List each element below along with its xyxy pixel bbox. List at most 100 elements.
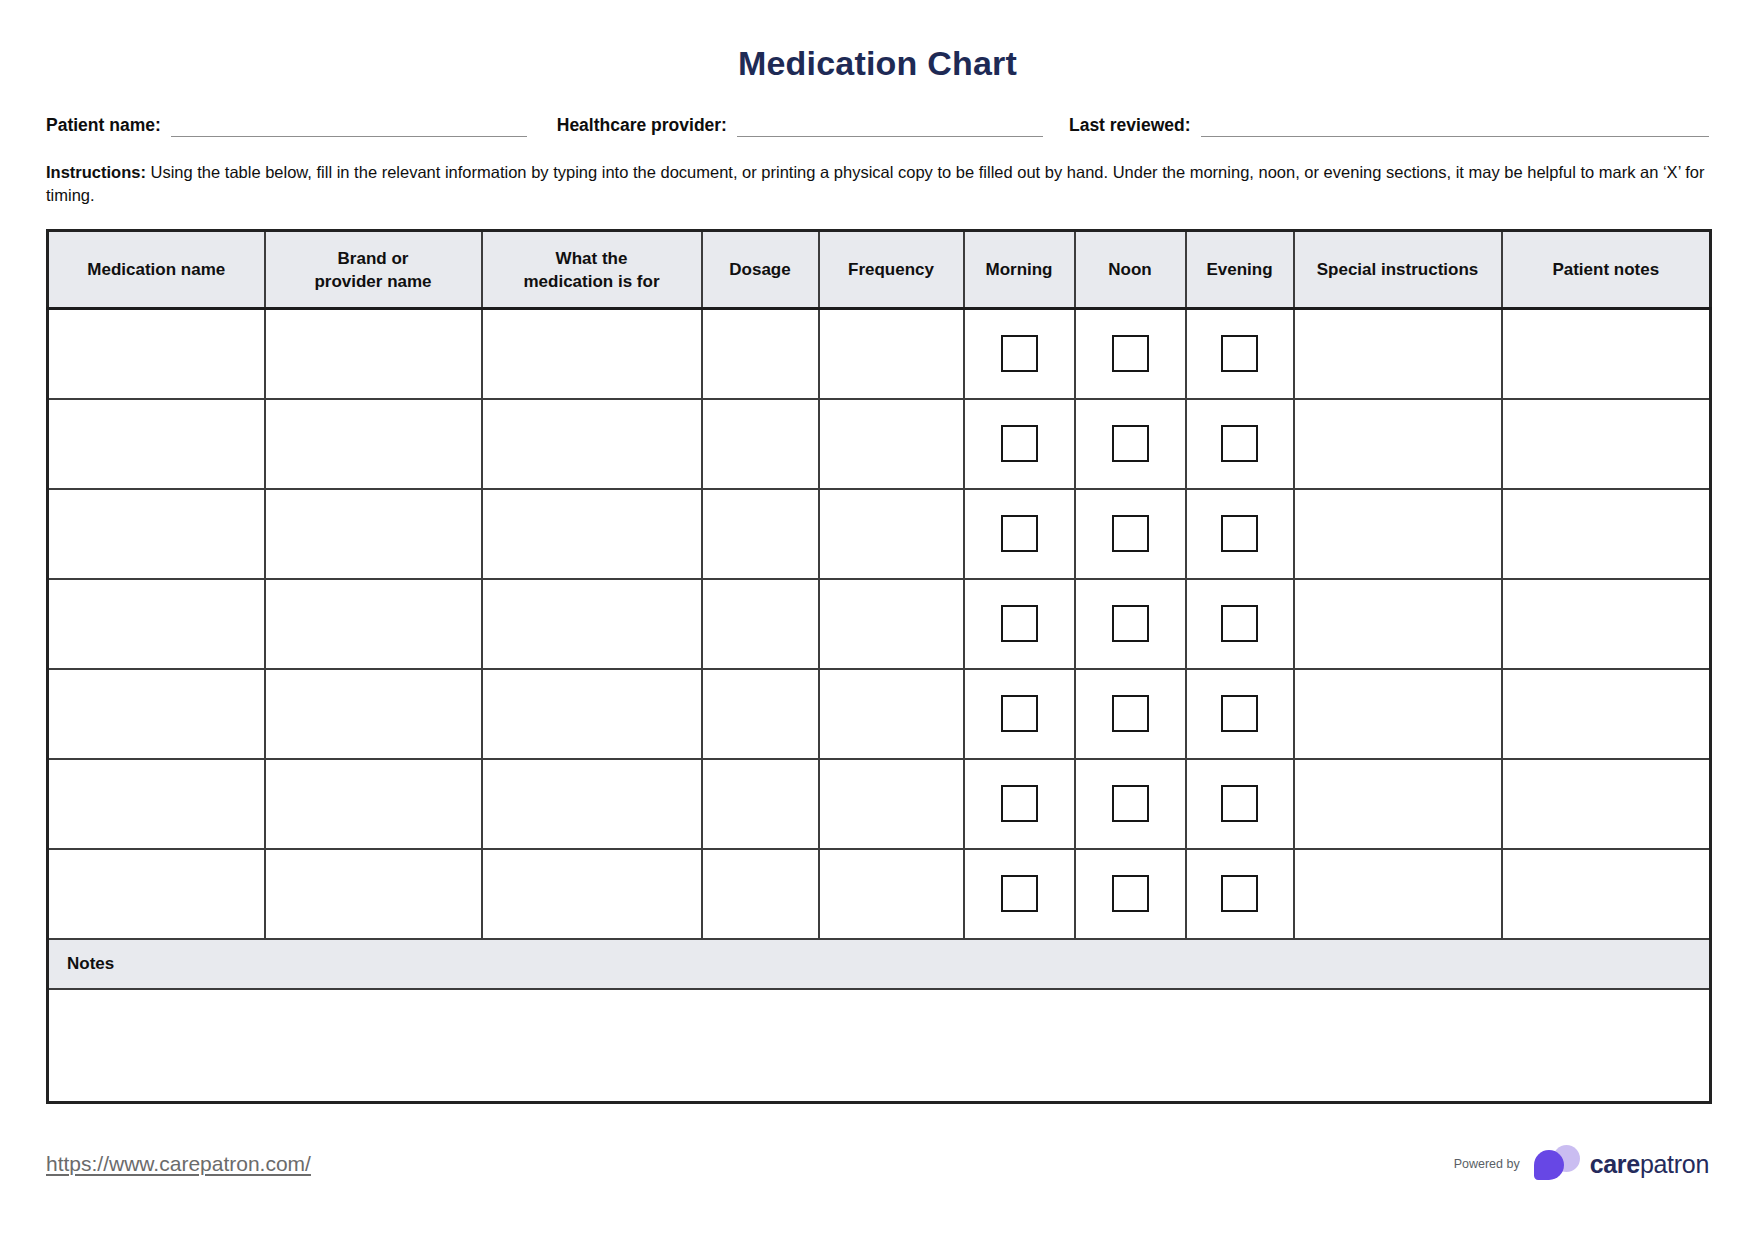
special-instructions-cell[interactable] bbox=[1294, 669, 1502, 759]
carepatron-url-link[interactable]: https://www.carepatron.com/ bbox=[46, 1152, 311, 1176]
morning-checkbox[interactable] bbox=[1001, 425, 1038, 462]
evening-checkbox[interactable] bbox=[1221, 515, 1258, 552]
medication-purpose-cell[interactable] bbox=[482, 669, 702, 759]
patient-notes-cell[interactable] bbox=[1502, 849, 1711, 939]
medication-name-cell[interactable] bbox=[48, 579, 265, 669]
healthcare-provider-label: Healthcare provider: bbox=[557, 113, 737, 137]
noon-checkbox[interactable] bbox=[1112, 875, 1149, 912]
medication-name-cell[interactable] bbox=[48, 399, 265, 489]
frequency-cell[interactable] bbox=[819, 849, 964, 939]
morning-checkbox[interactable] bbox=[1001, 695, 1038, 732]
frequency-cell[interactable] bbox=[819, 669, 964, 759]
table-row bbox=[48, 489, 1711, 579]
patient-notes-cell[interactable] bbox=[1502, 399, 1711, 489]
patient-notes-cell[interactable] bbox=[1502, 759, 1711, 849]
medication-purpose-cell[interactable] bbox=[482, 579, 702, 669]
dosage-cell[interactable] bbox=[702, 759, 819, 849]
morning-cell bbox=[964, 579, 1075, 669]
noon-cell bbox=[1075, 579, 1186, 669]
brand-name-cell[interactable] bbox=[265, 669, 482, 759]
morning-checkbox[interactable] bbox=[1001, 605, 1038, 642]
column-header-brand-provider-name: Brand or provider name bbox=[265, 231, 482, 309]
notes-label-row: Notes bbox=[48, 939, 1711, 989]
medication-purpose-cell[interactable] bbox=[482, 399, 702, 489]
frequency-cell[interactable] bbox=[819, 759, 964, 849]
special-instructions-cell[interactable] bbox=[1294, 309, 1502, 399]
special-instructions-cell[interactable] bbox=[1294, 579, 1502, 669]
header-fields: Patient name: Healthcare provider: Last … bbox=[46, 113, 1709, 137]
medication-purpose-cell[interactable] bbox=[482, 309, 702, 399]
dosage-cell[interactable] bbox=[702, 579, 819, 669]
evening-checkbox[interactable] bbox=[1221, 425, 1258, 462]
healthcare-provider-input-line[interactable] bbox=[737, 113, 1043, 137]
medication-purpose-cell[interactable] bbox=[482, 849, 702, 939]
brand-name-cell[interactable] bbox=[265, 489, 482, 579]
dosage-cell[interactable] bbox=[702, 309, 819, 399]
table-row bbox=[48, 399, 1711, 489]
special-instructions-cell[interactable] bbox=[1294, 759, 1502, 849]
morning-cell bbox=[964, 399, 1075, 489]
notes-label: Notes bbox=[48, 939, 1711, 989]
morning-checkbox[interactable] bbox=[1001, 515, 1038, 552]
noon-checkbox[interactable] bbox=[1112, 515, 1149, 552]
column-header-evening: Evening bbox=[1186, 231, 1294, 309]
dosage-cell[interactable] bbox=[702, 669, 819, 759]
morning-checkbox[interactable] bbox=[1001, 785, 1038, 822]
medication-name-cell[interactable] bbox=[48, 669, 265, 759]
brand-name-cell[interactable] bbox=[265, 759, 482, 849]
frequency-cell[interactable] bbox=[819, 309, 964, 399]
evening-checkbox[interactable] bbox=[1221, 695, 1258, 732]
instructions-body: Using the table below, fill in the relev… bbox=[46, 163, 1705, 204]
evening-checkbox[interactable] bbox=[1221, 605, 1258, 642]
brand-name-cell[interactable] bbox=[265, 849, 482, 939]
noon-checkbox[interactable] bbox=[1112, 425, 1149, 462]
medication-purpose-cell[interactable] bbox=[482, 759, 702, 849]
evening-cell bbox=[1186, 759, 1294, 849]
noon-cell bbox=[1075, 399, 1186, 489]
patient-name-input-line[interactable] bbox=[171, 113, 527, 137]
logo-purple-bubble-icon bbox=[1534, 1150, 1564, 1180]
column-header-noon: Noon bbox=[1075, 231, 1186, 309]
last-reviewed-input-line[interactable] bbox=[1201, 113, 1709, 137]
table-row bbox=[48, 669, 1711, 759]
frequency-cell[interactable] bbox=[819, 579, 964, 669]
medication-name-cell[interactable] bbox=[48, 759, 265, 849]
noon-cell bbox=[1075, 669, 1186, 759]
special-instructions-cell[interactable] bbox=[1294, 489, 1502, 579]
special-instructions-cell[interactable] bbox=[1294, 849, 1502, 939]
brand-name-cell[interactable] bbox=[265, 579, 482, 669]
table-row bbox=[48, 849, 1711, 939]
morning-checkbox[interactable] bbox=[1001, 875, 1038, 912]
noon-cell bbox=[1075, 489, 1186, 579]
dosage-cell[interactable] bbox=[702, 849, 819, 939]
medication-name-cell[interactable] bbox=[48, 489, 265, 579]
patient-notes-cell[interactable] bbox=[1502, 669, 1711, 759]
evening-checkbox[interactable] bbox=[1221, 335, 1258, 372]
noon-checkbox[interactable] bbox=[1112, 335, 1149, 372]
medication-name-cell[interactable] bbox=[48, 309, 265, 399]
evening-cell bbox=[1186, 669, 1294, 759]
medication-name-cell[interactable] bbox=[48, 849, 265, 939]
noon-checkbox[interactable] bbox=[1112, 785, 1149, 822]
notes-input-area[interactable] bbox=[48, 989, 1711, 1103]
morning-checkbox[interactable] bbox=[1001, 335, 1038, 372]
noon-checkbox[interactable] bbox=[1112, 695, 1149, 732]
medication-purpose-cell[interactable] bbox=[482, 489, 702, 579]
dosage-cell[interactable] bbox=[702, 399, 819, 489]
evening-checkbox[interactable] bbox=[1221, 875, 1258, 912]
evening-checkbox[interactable] bbox=[1221, 785, 1258, 822]
noon-checkbox[interactable] bbox=[1112, 605, 1149, 642]
frequency-cell[interactable] bbox=[819, 399, 964, 489]
dosage-cell[interactable] bbox=[702, 489, 819, 579]
special-instructions-cell[interactable] bbox=[1294, 399, 1502, 489]
frequency-cell[interactable] bbox=[819, 489, 964, 579]
brand-name-cell[interactable] bbox=[265, 309, 482, 399]
morning-cell bbox=[964, 489, 1075, 579]
patient-notes-cell[interactable] bbox=[1502, 309, 1711, 399]
patient-notes-cell[interactable] bbox=[1502, 579, 1711, 669]
table-row bbox=[48, 309, 1711, 399]
noon-cell bbox=[1075, 309, 1186, 399]
brand-name-cell[interactable] bbox=[265, 399, 482, 489]
patient-notes-cell[interactable] bbox=[1502, 489, 1711, 579]
instructions-text: Instructions: Using the table below, fil… bbox=[46, 161, 1709, 207]
